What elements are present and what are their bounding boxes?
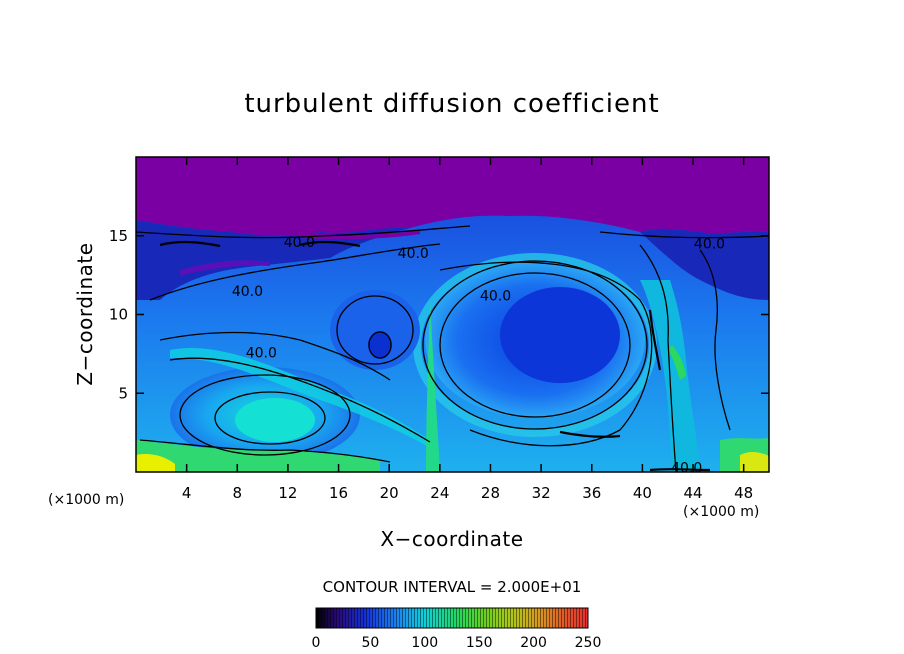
surface-extreme-right xyxy=(740,452,769,472)
x-tick-label: 40 xyxy=(633,484,652,502)
contour-label: 40.0 xyxy=(398,246,429,262)
colorbar-tick-label: 150 xyxy=(466,635,493,651)
x-ticks: 4 8 12 16 20 24 28 32 36 40 44 48 xyxy=(182,157,753,502)
colorbar-ticks: 0 50 100 150 200 250 xyxy=(312,635,602,651)
colorbar-tick-label: 200 xyxy=(520,635,547,651)
x-tick-label: 8 xyxy=(233,484,243,502)
x-tick-label: 44 xyxy=(683,484,702,502)
x-tick-label: 32 xyxy=(532,484,551,502)
contour-label: 40.0 xyxy=(671,460,702,476)
left-vortex-core xyxy=(235,398,315,442)
y-tick-label: 15 xyxy=(109,227,128,245)
colorbar-frame xyxy=(315,607,589,629)
middle-vortex xyxy=(330,290,420,370)
contour-label: 40.0 xyxy=(246,345,277,361)
x-axis-label: X−coordinate xyxy=(380,527,523,551)
x-tick-label: 24 xyxy=(430,484,449,502)
contour-interval-text: CONTOUR INTERVAL = 2.000E+01 xyxy=(323,578,582,596)
x-tick-label: 48 xyxy=(734,484,753,502)
x-tick-label: 4 xyxy=(182,484,192,502)
y-tick-label: 5 xyxy=(118,384,128,402)
y-axis-label: Z−coordinate xyxy=(73,242,97,385)
y-tick-label: 10 xyxy=(109,306,128,324)
contour-label: 40.0 xyxy=(694,237,725,253)
upper-dark-band-right xyxy=(640,228,769,300)
upper-dark-band xyxy=(136,220,410,300)
x-tick-label: 28 xyxy=(481,484,500,502)
contour-lines xyxy=(136,225,769,472)
colorbar-lines xyxy=(316,608,588,628)
purple-streak xyxy=(180,260,270,276)
purple-streak xyxy=(300,230,420,240)
chart-title: turbulent diffusion coefficient xyxy=(244,89,659,119)
heatmap-field xyxy=(136,157,769,472)
colorbar: 0 50 100 150 200 250 xyxy=(312,607,602,651)
contour-label: 40.0 xyxy=(284,235,315,251)
x-tick-label: 36 xyxy=(582,484,601,502)
contour-clusters xyxy=(159,240,711,472)
right-vortex-ring xyxy=(413,253,657,437)
colorbar-tick-label: 50 xyxy=(361,635,379,651)
surface-band-left xyxy=(136,440,380,472)
vertical-jet xyxy=(426,300,440,472)
x-tick-label: 12 xyxy=(278,484,297,502)
upper-layer-region xyxy=(136,157,769,236)
colorbar-tick-label: 100 xyxy=(411,635,438,651)
x-tick-label: 20 xyxy=(380,484,399,502)
surface-extreme-left xyxy=(136,454,175,472)
right-vortex-core xyxy=(500,287,620,383)
colorbar-tick-label: 250 xyxy=(575,635,602,651)
z-unit-label: (×1000 m) xyxy=(48,492,124,508)
contour-label: 40.0 xyxy=(480,289,511,305)
contour-label: 40.0 xyxy=(232,284,263,300)
colorbar-tick-label: 0 xyxy=(312,635,321,651)
right-column-hot xyxy=(668,345,686,380)
middle-vortex-core xyxy=(368,331,392,359)
x-unit-label: (×1000 m) xyxy=(683,504,759,520)
x-tick-label: 16 xyxy=(329,484,348,502)
y-ticks: 5 10 15 xyxy=(109,227,769,402)
